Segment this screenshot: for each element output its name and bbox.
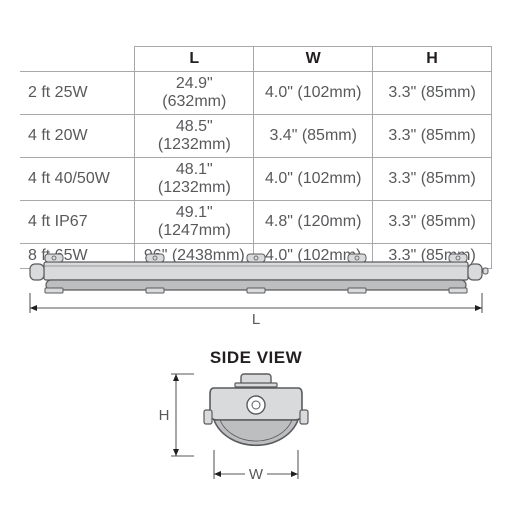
header-H: H	[373, 47, 492, 72]
row-W: 4.8" (120mm)	[254, 201, 373, 244]
header-blank	[20, 47, 135, 72]
row-label: 4 ft 20W	[20, 115, 135, 158]
dimensions-table: L W H 2 ft 25W 24.9" (632mm) 4.0" (102mm…	[20, 46, 492, 269]
row-L: 48.5" (1232mm)	[135, 115, 254, 158]
row-H: 3.3" (85mm)	[373, 72, 492, 115]
header-L: L	[135, 47, 254, 72]
row-L: 48.1" (1232mm)	[135, 158, 254, 201]
table-row: 4 ft 40/50W 48.1" (1232mm) 4.0" (102mm) …	[20, 158, 492, 201]
table-row: 4 ft 20W 48.5" (1232mm) 3.4" (85mm) 3.3"…	[20, 115, 492, 158]
fixture-side-diagram: SIDE VIEW HW	[0, 348, 512, 518]
fixture-front-diagram: L	[22, 252, 490, 330]
row-label: 2 ft 25W	[20, 72, 135, 115]
side-view-label: SIDE VIEW	[0, 348, 512, 368]
row-label: 4 ft IP67	[20, 201, 135, 244]
row-H: 3.3" (85mm)	[373, 158, 492, 201]
row-W: 4.0" (102mm)	[254, 72, 373, 115]
fixture-side-svg: HW	[0, 368, 512, 518]
svg-text:L: L	[252, 311, 260, 328]
row-H: 3.3" (85mm)	[373, 115, 492, 158]
dimensions-table-wrap: L W H 2 ft 25W 24.9" (632mm) 4.0" (102mm…	[20, 46, 492, 269]
row-label: 4 ft 40/50W	[20, 158, 135, 201]
row-L: 49.1" (1247mm)	[135, 201, 254, 244]
row-W: 3.4" (85mm)	[254, 115, 373, 158]
svg-text:H: H	[159, 407, 170, 424]
header-W: W	[254, 47, 373, 72]
svg-text:W: W	[249, 466, 264, 483]
fixture-front-svg: L	[22, 252, 490, 330]
row-W: 4.0" (102mm)	[254, 158, 373, 201]
table-row: 2 ft 25W 24.9" (632mm) 4.0" (102mm) 3.3"…	[20, 72, 492, 115]
row-H: 3.3" (85mm)	[373, 201, 492, 244]
table-row: 4 ft IP67 49.1" (1247mm) 4.8" (120mm) 3.…	[20, 201, 492, 244]
row-L: 24.9" (632mm)	[135, 72, 254, 115]
table-header-row: L W H	[20, 47, 492, 72]
